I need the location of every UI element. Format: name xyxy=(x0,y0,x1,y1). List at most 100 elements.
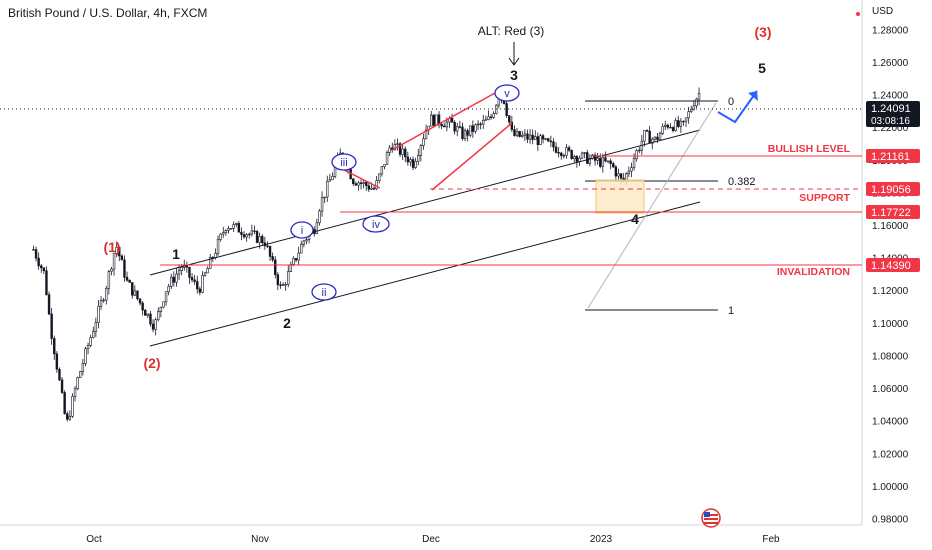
candle-body xyxy=(73,388,77,397)
candle-countdown: 03:08:16 xyxy=(871,116,910,127)
price-tick-label: 1.00000 xyxy=(872,482,909,493)
candle-body xyxy=(105,287,108,301)
candle-body xyxy=(214,252,217,258)
candle-body xyxy=(531,134,534,140)
candle-body xyxy=(188,266,191,278)
candle-body xyxy=(97,305,100,323)
candle-body xyxy=(630,167,633,172)
candle-body xyxy=(66,413,69,420)
price-tick-label: 1.26000 xyxy=(872,58,909,69)
fib-diagonal xyxy=(587,102,717,309)
candle-body xyxy=(297,252,300,261)
candle-body xyxy=(146,313,150,316)
candle-body xyxy=(401,148,404,155)
candle-body xyxy=(536,136,540,145)
candle-body xyxy=(172,276,176,283)
candle-body xyxy=(380,166,384,175)
plot-area[interactable] xyxy=(0,0,862,525)
candle-body xyxy=(463,130,467,140)
candle-body xyxy=(570,149,573,159)
candle-body xyxy=(469,125,472,136)
candle-body xyxy=(505,103,508,116)
candle-body xyxy=(138,298,142,304)
candle-body xyxy=(609,160,612,164)
candle-body xyxy=(242,234,246,238)
wedge-lines xyxy=(339,92,513,191)
price-tick-label: 1.16000 xyxy=(872,221,909,232)
status-dot-icon xyxy=(856,12,860,16)
trend-lines xyxy=(149,129,701,347)
candle-body xyxy=(547,138,550,142)
candle-body xyxy=(151,323,155,330)
candle-body xyxy=(45,270,48,295)
level-badge-support: 1.17722 xyxy=(866,205,920,219)
candle-body xyxy=(534,136,537,140)
candle-body xyxy=(284,283,287,286)
candle-body xyxy=(268,246,272,257)
candle-body xyxy=(432,114,436,126)
candle-body xyxy=(627,170,631,174)
wave-label-2: 2 xyxy=(283,315,291,331)
price-tick-label: 1.28000 xyxy=(872,25,909,36)
price-axis-ticks: 1.280001.260001.240001.220001.200001.180… xyxy=(872,25,909,525)
candle-body xyxy=(383,164,386,167)
price-axis[interactable]: USD xyxy=(856,6,893,17)
candle-body xyxy=(216,239,220,254)
candle-body xyxy=(638,149,641,152)
candle-body xyxy=(190,277,194,281)
svg-text:1.17722: 1.17722 xyxy=(871,207,911,219)
level-badge-invalidation: 1.14390 xyxy=(866,258,920,272)
candle-body xyxy=(154,319,157,330)
candle-body xyxy=(79,371,82,378)
candle-body xyxy=(690,108,693,112)
candle-body xyxy=(167,286,170,293)
flag-icon[interactable] xyxy=(701,508,721,528)
projection-arrowhead xyxy=(748,91,758,101)
candle-body xyxy=(406,156,410,163)
candle-body xyxy=(63,392,66,414)
candle-body xyxy=(352,178,355,184)
candle-body xyxy=(476,123,480,126)
candle-body xyxy=(292,258,295,265)
candle-body xyxy=(684,117,688,122)
candle-body xyxy=(258,236,261,243)
candle-body xyxy=(417,155,420,162)
candle-body xyxy=(89,337,92,346)
price-tick-label: 0.98000 xyxy=(872,514,909,525)
candle-body xyxy=(562,155,566,157)
candle-body xyxy=(435,114,438,126)
candle-body xyxy=(588,158,592,164)
candle-body xyxy=(487,116,490,120)
candle-body xyxy=(484,119,488,121)
candle-body xyxy=(513,129,516,136)
invalidation-label: INVALIDATION xyxy=(777,266,850,278)
wave-label-minor-i: i xyxy=(290,221,314,239)
candle-body xyxy=(294,258,298,261)
candle-body xyxy=(133,290,137,296)
candle-body xyxy=(664,124,667,127)
candle-body xyxy=(541,135,545,140)
candle-body xyxy=(81,363,85,372)
time-label-2023: 2023 xyxy=(590,534,613,545)
price-tick-label: 1.22000 xyxy=(872,123,909,134)
candle-body xyxy=(617,173,620,177)
price-badges: 1.24091 03:08:16 1.21161 1.19056 1.17722… xyxy=(866,101,920,272)
candle-body xyxy=(123,259,126,278)
candle-body xyxy=(206,268,209,274)
candle-body xyxy=(414,160,417,168)
candle-body xyxy=(645,130,649,132)
candle-body xyxy=(552,141,555,148)
candle-body xyxy=(141,302,144,311)
candle-body xyxy=(599,157,602,167)
candle-body xyxy=(302,240,306,245)
price-tick-label: 1.04000 xyxy=(872,417,909,428)
svg-text:1.21161: 1.21161 xyxy=(871,151,910,163)
candle-body xyxy=(635,150,638,159)
time-axis[interactable]: Oct Nov Dec 2023 Feb xyxy=(86,534,780,545)
candle-body xyxy=(453,122,456,132)
candle-body xyxy=(565,147,568,156)
horizontal-levels: BULLISH LEVEL SUPPORT INVALIDATION xyxy=(0,108,862,278)
candle-body xyxy=(300,243,303,254)
price-tick-label: 1.08000 xyxy=(872,351,909,362)
